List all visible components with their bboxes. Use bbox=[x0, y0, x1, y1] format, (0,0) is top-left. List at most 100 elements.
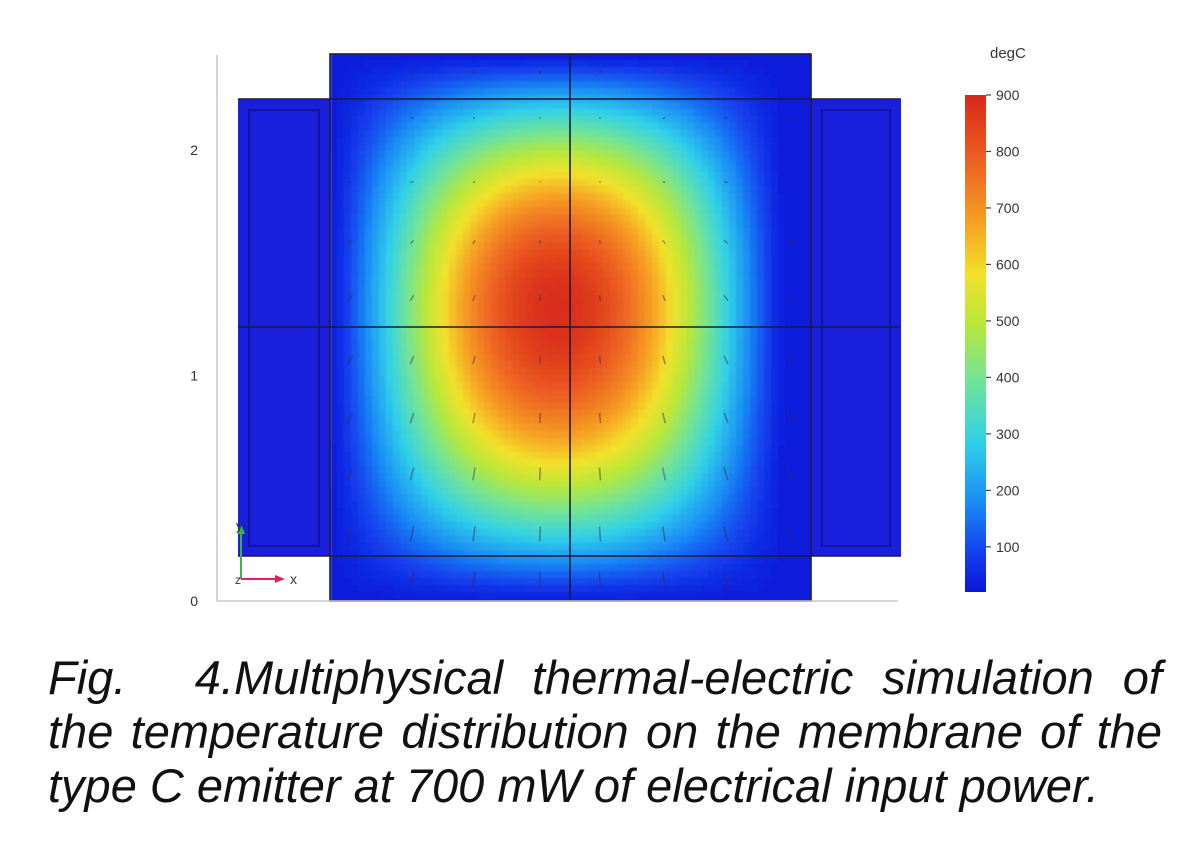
heatmap-cell bbox=[673, 207, 681, 215]
heatmap-cell bbox=[358, 54, 366, 61]
heatmap-cell bbox=[575, 333, 583, 341]
heatmap-cell bbox=[505, 529, 513, 537]
heatmap-cell bbox=[778, 67, 786, 75]
heatmap-cell bbox=[687, 501, 695, 509]
heatmap-cell bbox=[666, 445, 674, 453]
heatmap-cell bbox=[484, 326, 492, 334]
heatmap-cell bbox=[736, 438, 744, 446]
heatmap-cell bbox=[386, 221, 394, 229]
heatmap-cell bbox=[638, 60, 646, 68]
heatmap-cell bbox=[491, 361, 499, 369]
heatmap-cell bbox=[414, 130, 422, 138]
heatmap-cell bbox=[610, 249, 618, 257]
heatmap-cell bbox=[351, 550, 359, 558]
heatmap-cell bbox=[582, 494, 590, 502]
heatmap-cell bbox=[799, 249, 807, 257]
heatmap-cell bbox=[680, 417, 688, 425]
heatmap-cell bbox=[771, 144, 779, 152]
heatmap-cell bbox=[596, 137, 604, 145]
heatmap-cell bbox=[428, 193, 436, 201]
heatmap-cell bbox=[554, 291, 562, 299]
heatmap-cell bbox=[393, 522, 401, 530]
heatmap-cell bbox=[603, 508, 611, 516]
heatmap-cell bbox=[701, 270, 709, 278]
heatmap-cell bbox=[645, 340, 653, 348]
heatmap-cell bbox=[757, 536, 765, 544]
heatmap-cell bbox=[484, 473, 492, 481]
heatmap-cell bbox=[442, 249, 450, 257]
heatmap-cell bbox=[708, 501, 716, 509]
heatmap-cell bbox=[743, 312, 751, 320]
heatmap-cell bbox=[750, 424, 758, 432]
heatmap-cell bbox=[729, 102, 737, 110]
heatmap-cell bbox=[764, 473, 772, 481]
heatmap-cell bbox=[708, 207, 716, 215]
heatmap-cell bbox=[778, 214, 786, 222]
heatmap-cell bbox=[645, 424, 653, 432]
heatmap-cell bbox=[498, 375, 506, 383]
heatmap-cell bbox=[435, 536, 443, 544]
heatmap-cell bbox=[456, 480, 464, 488]
heatmap-cell bbox=[421, 277, 429, 285]
heatmap-cell bbox=[449, 130, 457, 138]
heatmap-cell bbox=[673, 67, 681, 75]
heatmap-cell bbox=[463, 312, 471, 320]
heatmap-cell bbox=[344, 214, 352, 222]
heatmap-cell bbox=[624, 256, 632, 264]
heatmap-cell bbox=[638, 74, 646, 82]
heatmap-cell bbox=[449, 137, 457, 145]
heatmap-cell bbox=[470, 137, 478, 145]
heatmap-cell bbox=[624, 501, 632, 509]
heatmap-cell bbox=[750, 116, 758, 124]
heatmap-cell bbox=[799, 214, 807, 222]
heatmap-cell bbox=[596, 81, 604, 89]
heatmap-cell bbox=[449, 249, 457, 257]
heatmap-cell bbox=[736, 452, 744, 460]
heatmap-cell bbox=[414, 81, 422, 89]
heatmap-cell bbox=[470, 291, 478, 299]
heatmap-cell bbox=[743, 431, 751, 439]
heatmap-cell bbox=[393, 361, 401, 369]
heatmap-cell bbox=[743, 67, 751, 75]
heatmap-cell bbox=[687, 466, 695, 474]
heatmap-cell bbox=[435, 340, 443, 348]
heatmap-cell bbox=[638, 319, 646, 327]
heatmap-cell bbox=[414, 375, 422, 383]
heatmap-cell bbox=[687, 319, 695, 327]
heatmap-cell bbox=[806, 396, 811, 404]
heatmap-cell bbox=[673, 410, 681, 418]
heatmap-cell bbox=[750, 277, 758, 285]
heatmap-cell bbox=[540, 543, 548, 551]
heatmap-cell bbox=[596, 438, 604, 446]
heatmap-cell bbox=[568, 403, 576, 411]
heatmap-cell bbox=[477, 214, 485, 222]
heatmap-cell bbox=[701, 333, 709, 341]
heatmap-cell bbox=[645, 291, 653, 299]
heatmap-cell bbox=[785, 403, 793, 411]
heatmap-cell bbox=[589, 54, 597, 61]
heatmap-cell bbox=[659, 305, 667, 313]
heatmap-cell bbox=[792, 354, 800, 362]
heatmap-cell bbox=[694, 109, 702, 117]
heatmap-cell bbox=[596, 543, 604, 551]
heatmap-cell bbox=[792, 158, 800, 166]
heatmap-cell bbox=[372, 60, 380, 68]
heatmap-cell bbox=[428, 123, 436, 131]
heatmap-cell bbox=[568, 102, 576, 110]
heatmap-cell bbox=[806, 452, 811, 460]
heatmap-cell bbox=[386, 361, 394, 369]
heatmap-cell bbox=[351, 501, 359, 509]
heatmap-cell bbox=[694, 228, 702, 236]
heatmap-cell bbox=[463, 81, 471, 89]
heatmap-cell bbox=[519, 200, 527, 208]
heatmap-cell bbox=[652, 459, 660, 467]
heatmap-cell bbox=[673, 438, 681, 446]
heatmap-cell bbox=[435, 284, 443, 292]
heatmap-cell bbox=[351, 508, 359, 516]
heatmap-cell bbox=[687, 235, 695, 243]
heatmap-cell bbox=[638, 256, 646, 264]
heatmap-cell bbox=[736, 473, 744, 481]
heatmap-cell bbox=[512, 375, 520, 383]
heatmap-cell bbox=[540, 256, 548, 264]
heatmap-cell bbox=[533, 151, 541, 159]
